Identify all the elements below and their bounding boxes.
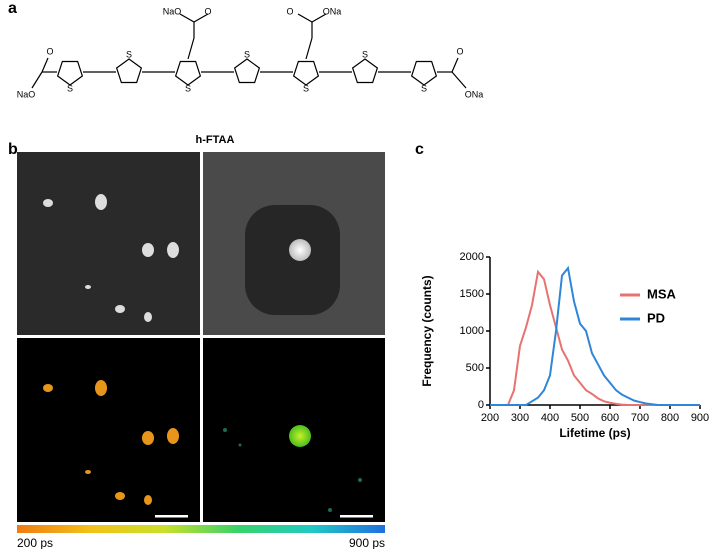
thiophene-ring <box>233 58 261 84</box>
colorbar <box>17 525 385 533</box>
legend-label: PD <box>647 310 665 325</box>
thiophene-ring <box>115 58 143 84</box>
panel-label: b <box>8 141 18 158</box>
colorbar-label: 200 ps <box>17 536 53 549</box>
x-tick-label: 300 <box>511 412 529 424</box>
bond <box>193 13 209 23</box>
atom-label: O <box>204 6 211 16</box>
x-tick-label: 400 <box>541 412 559 424</box>
thiophene-ring <box>56 60 84 86</box>
scale-bar <box>155 515 188 518</box>
y-tick-label: 2000 <box>460 251 484 263</box>
thiophene-ring <box>351 58 379 84</box>
bond <box>187 37 195 60</box>
image-region <box>245 205 340 315</box>
legend-label: MSA <box>647 286 677 301</box>
panel-label: a <box>8 0 17 17</box>
bond <box>41 57 49 73</box>
atom-label: NaO <box>17 89 36 99</box>
atom-label: NaO <box>163 6 182 16</box>
x-axis-title: Lifetime (ps) <box>559 426 630 440</box>
x-tick-label: 900 <box>691 412 709 424</box>
atom-label: O <box>286 6 293 16</box>
image <box>17 152 200 335</box>
x-tick-label: 600 <box>601 412 619 424</box>
molecule-name: h-FTAA <box>196 134 235 146</box>
atom-label: O <box>46 46 53 56</box>
x-tick-label: 700 <box>631 412 649 424</box>
chart: 0 500 1000 1500 2000 200 300 400 500 600 700 800 900… <box>420 251 709 440</box>
bond <box>179 13 195 23</box>
thiophene-ring <box>410 60 438 86</box>
molecule <box>31 13 467 89</box>
atom-label: S <box>126 49 132 59</box>
microscopy-images <box>17 152 385 533</box>
atom-label: S <box>421 83 427 93</box>
x-tick-label: 800 <box>661 412 679 424</box>
bond <box>451 57 459 73</box>
atom-label: O <box>456 46 463 56</box>
scale-bar <box>340 515 373 518</box>
bond <box>297 13 313 23</box>
panel-label: c <box>415 141 424 158</box>
y-axis-title: Frequency (counts) <box>420 275 434 386</box>
y-tick-label: 500 <box>466 362 484 374</box>
bond <box>31 71 43 89</box>
thiophene-ring <box>292 60 320 86</box>
atom-label: S <box>244 49 250 59</box>
colorbar-label: 900 ps <box>349 536 385 549</box>
x-tick-label: 500 <box>571 412 589 424</box>
atom-label: S <box>362 49 368 59</box>
data-line <box>490 265 700 406</box>
atom-label: ONa <box>465 89 484 99</box>
atom-label: S <box>303 83 309 93</box>
bond <box>451 71 467 89</box>
y-tick-label: 1500 <box>460 288 484 300</box>
x-tick-label: 200 <box>481 412 499 424</box>
atom-label: ONa <box>323 6 342 16</box>
atom-label: S <box>67 83 73 93</box>
bond <box>311 13 327 23</box>
atom-label: S <box>185 83 191 93</box>
bond <box>305 37 313 60</box>
thiophene-ring <box>174 60 202 86</box>
y-tick-label: 0 <box>478 399 484 411</box>
y-tick-label: 1000 <box>460 325 484 337</box>
